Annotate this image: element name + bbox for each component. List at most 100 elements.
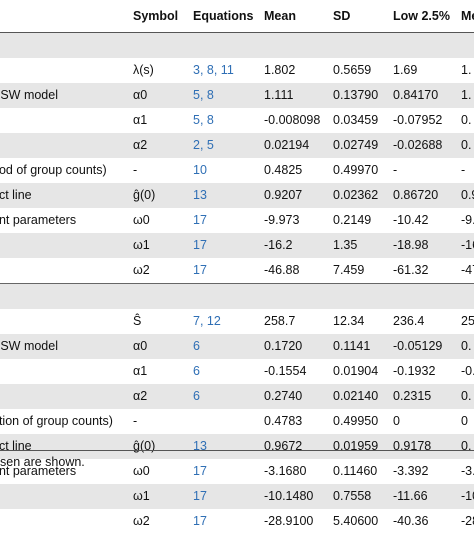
table-row: ect line ĝ(0) 13 0.9672 0.01959 0.9178 0.: [0, 434, 474, 459]
row-sd: 0.49970: [333, 163, 379, 177]
row-low: 236.4: [393, 314, 425, 328]
table-row: ı: [0, 283, 474, 309]
row-sd: 0.02362: [333, 188, 379, 202]
row-low: 0.86720: [393, 188, 439, 202]
table-row: ω2 17 -28.9100 5.40600 -40.36 -28: [0, 509, 474, 534]
table-row: ω1 17 -10.1480 0.7558 -11.66 -10: [0, 484, 474, 509]
row-equations[interactable]: 17: [193, 238, 207, 252]
row-label: ESW model: [0, 88, 58, 102]
table-row: ution of group counts) - 0.4783 0.49950 0 0: [0, 409, 474, 434]
row-equations[interactable]: 17: [193, 464, 207, 478]
row-mean: -9.973: [264, 213, 300, 227]
row-equations[interactable]: 2, 5: [193, 138, 214, 152]
row-sd: 12.34: [333, 314, 365, 328]
row-low: 0.9178: [393, 439, 432, 453]
row-equations[interactable]: 10: [193, 163, 207, 177]
row-equations[interactable]: 17: [193, 213, 207, 227]
row-equations[interactable]: 17: [193, 514, 207, 528]
row-sd: 0.49950: [333, 414, 379, 428]
row-equations[interactable]: 6: [193, 364, 200, 378]
row-median: -: [461, 163, 466, 177]
row-symbol: α2: [133, 389, 148, 403]
row-mean: 0.1720: [264, 339, 303, 353]
row-low: -0.02688: [393, 138, 443, 152]
header-sd: SD: [333, 9, 351, 23]
row-median: 0.: [461, 389, 472, 403]
row-sd: 0.11460: [333, 464, 378, 478]
row-mean: 0.9672: [264, 439, 303, 453]
row-sd: 0.1141: [333, 339, 371, 353]
row-equations[interactable]: 5, 8: [193, 113, 214, 127]
row-low: -18.98: [393, 238, 429, 252]
row-low: 0: [393, 414, 400, 428]
row-equations[interactable]: 5, 8: [193, 88, 214, 102]
row-equations[interactable]: 7, 12: [193, 314, 221, 328]
row-symbol: λ(s): [133, 63, 154, 77]
row-median: -0.: [461, 364, 474, 378]
row-sd: 0.2149: [333, 213, 372, 227]
table-row: ect line ĝ(0) 13 0.9207 0.02362 0.86720 0.9: [0, 183, 474, 208]
row-median: 1.: [461, 63, 472, 77]
row-equations[interactable]: 13: [193, 439, 207, 453]
table-row: α2 6 0.2740 0.02140 0.2315 0.: [0, 384, 474, 409]
table-header-row: Symbol Equations Mean SD Low 2.5% Me: [0, 0, 474, 33]
row-equations[interactable]: 17: [193, 263, 207, 277]
row-median: 25: [461, 314, 474, 328]
row-low: -11.66: [393, 489, 428, 503]
table-row: ood of group counts) -10 0.4825 0.49970- -: [0, 158, 474, 183]
row-equations[interactable]: 13: [193, 188, 207, 202]
row-sd: 0.02140: [333, 389, 379, 403]
row-label: ect line: [0, 439, 32, 453]
table-row: α1 5, 8 -0.008098 0.03459 -0.07952 0.: [0, 108, 474, 133]
row-symbol: α2: [133, 138, 148, 152]
row-symbol: ĝ(0): [133, 188, 156, 202]
row-symbol: ω2: [133, 514, 150, 528]
table-row: ESW model α0 5, 8 1.111 0.13790 0.84170 1.: [0, 83, 474, 108]
row-symbol: α0: [133, 339, 148, 353]
row-low: -10.42: [393, 213, 429, 227]
row-mean: 1.111: [264, 88, 294, 102]
row-symbol: ĝ(0): [133, 439, 156, 453]
row-equations[interactable]: 17: [193, 489, 207, 503]
table-row: λ(s) 3, 8, 11 1.802 0.5659 1.69 1.: [0, 58, 474, 83]
row-label: ESW model: [0, 339, 58, 353]
row-mean: 0.4825: [264, 163, 303, 177]
row-equations[interactable]: 3, 8, 11: [193, 63, 234, 77]
row-symbol: -: [133, 163, 138, 177]
row-symbol: Ŝ: [133, 314, 142, 328]
row-sd: 0.5659: [333, 63, 372, 77]
row-equations[interactable]: 6: [193, 339, 200, 353]
row-low: -0.05129: [393, 339, 443, 353]
row-median: 1.: [461, 88, 472, 102]
table-row: α1 6 -0.1554 0.01904 -0.1932 -0.: [0, 359, 474, 384]
row-sd: 5.40600: [333, 514, 379, 528]
bottom-rule: [0, 450, 474, 451]
row-equations[interactable]: 6: [193, 389, 200, 403]
header-median: Me: [461, 9, 474, 23]
row-low: 0.2315: [393, 389, 432, 403]
header-mean: Mean: [264, 9, 296, 23]
row-sd: 0.13790: [333, 88, 379, 102]
row-median: -10: [461, 489, 474, 503]
header-symbol: Symbol: [133, 9, 179, 23]
row-sd: 0.7558: [333, 489, 372, 503]
row-median: -16: [461, 238, 474, 252]
row-sd: 0.01904: [333, 364, 379, 378]
row-mean: -16.2: [264, 238, 293, 252]
row-symbol: ω2: [133, 263, 150, 277]
row-low: 1.69: [393, 63, 418, 77]
row-mean: -10.1480: [264, 489, 314, 503]
row-sd: 0.02749: [333, 138, 379, 152]
row-mean: -0.1554: [264, 364, 307, 378]
row-low: -: [393, 163, 398, 177]
row-median: -47: [461, 263, 474, 277]
row-low: -3.392: [393, 464, 429, 478]
row-sd: 1.35: [333, 238, 358, 252]
row-symbol: ω1: [133, 238, 150, 252]
row-label: ood of group counts): [0, 163, 107, 177]
row-label: ution of group counts): [0, 414, 113, 428]
row-median: 0.: [461, 138, 472, 152]
row-sd: 0.01959: [333, 439, 379, 453]
row-mean: -28.9100: [264, 514, 314, 528]
row-symbol: α1: [133, 113, 148, 127]
